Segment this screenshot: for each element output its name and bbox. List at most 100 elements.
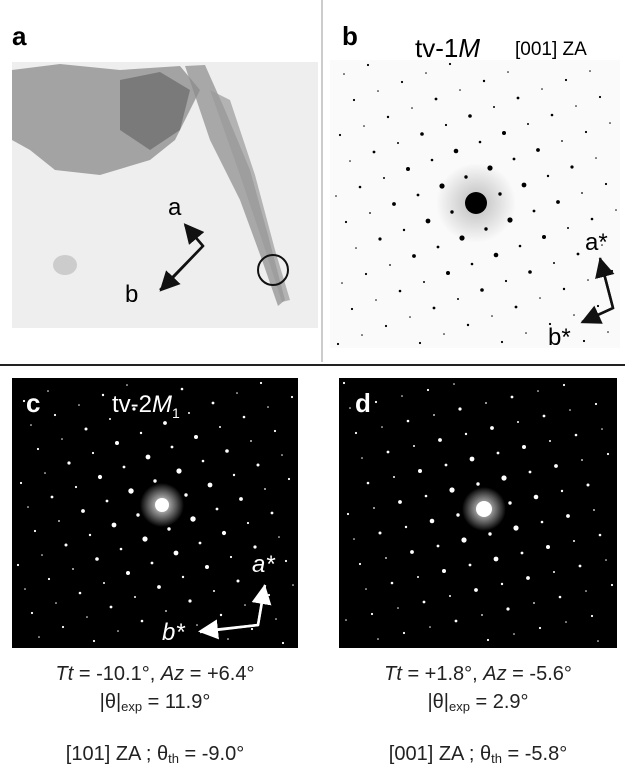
diffraction-spot (445, 124, 447, 126)
diffraction-spot (365, 588, 367, 590)
diffraction-spot (236, 392, 238, 394)
diffraction-spot (488, 532, 491, 535)
caption-part: = +6.4° (184, 663, 254, 685)
diffraction-spot (485, 402, 487, 404)
diffraction-spot (563, 384, 565, 386)
diffraction-spot (61, 438, 63, 440)
diffraction-spot (615, 209, 617, 211)
caption-line: |θ|exp = 11.9° (100, 691, 211, 714)
diffraction-spot (392, 202, 396, 206)
diffraction-spot (257, 464, 260, 467)
diffraction-spot (373, 507, 375, 509)
diffraction-spot (359, 563, 361, 565)
diffraction-spot (377, 90, 379, 92)
diffraction-spot (456, 513, 459, 516)
axis-label: b* (162, 619, 185, 646)
diffraction-spot (220, 614, 222, 616)
diffraction-spot (554, 464, 558, 468)
diffraction-spot (419, 342, 421, 344)
diffraction-spot (597, 305, 599, 307)
diffraction-spot (429, 626, 431, 628)
diffraction-spot (196, 624, 198, 626)
diffraction-spot (587, 484, 590, 487)
diffraction-spot (378, 237, 381, 240)
diffraction-spot (337, 343, 339, 345)
diffraction-spot (278, 536, 280, 538)
diffraction-spot (48, 578, 50, 580)
diffraction-spot (142, 536, 147, 541)
diffraction-spot (513, 633, 515, 635)
caption-sub: th (168, 751, 179, 766)
diffraction-spot (575, 434, 578, 437)
diffraction-spot (501, 341, 503, 343)
diffraction-spot (41, 554, 43, 556)
diffraction-spot (260, 382, 262, 384)
caption-line: [101] ZA ; θth = -9.0° (66, 743, 244, 766)
diffraction-spot (264, 488, 266, 490)
central-spot (465, 192, 487, 214)
caption-part: |θ| (100, 691, 122, 713)
diffraction-spot (609, 122, 611, 124)
diffraction-spot (607, 453, 609, 455)
axis-label: a* (585, 229, 608, 256)
diffraction-spot (268, 594, 270, 596)
diffraction-spot (67, 461, 70, 464)
diffraction-spot (233, 474, 235, 476)
diffraction-spot (556, 200, 560, 204)
panel-title: tv-2M1 (112, 391, 180, 421)
diffraction-spot (219, 426, 221, 428)
diffraction-spot (442, 569, 446, 573)
diffraction-spot (593, 509, 595, 511)
diffraction-spot (335, 195, 337, 197)
diffraction-spot (353, 538, 355, 540)
diffraction-spot (563, 288, 565, 290)
diffraction-spot (369, 212, 371, 214)
diffraction-spot (525, 332, 527, 334)
diffraction-spot (281, 454, 283, 456)
diffraction-spot (449, 595, 451, 597)
diffraction-spot (487, 639, 489, 641)
diffraction-spot (469, 564, 472, 567)
diffraction-spot (78, 404, 80, 406)
diffraction-spot (547, 175, 549, 177)
diffraction-spot (607, 331, 609, 333)
diffraction-spot (587, 279, 589, 281)
diffraction-spot (361, 334, 363, 336)
diffraction-spot (425, 72, 427, 74)
diffraction-spot (585, 131, 587, 133)
diffraction-spot (225, 449, 229, 453)
caption-part: [001] ZA ; θ (389, 743, 491, 765)
diffraction-spot (85, 428, 88, 431)
caption-line: Tt = -10.1°, Az = +6.4° (56, 663, 255, 685)
diffraction-spot (151, 562, 154, 565)
diffraction-spot (123, 466, 126, 469)
diffraction-spot (345, 619, 347, 621)
diffraction-spot (539, 297, 541, 299)
panel-label: d (355, 388, 371, 418)
central-spot (155, 498, 169, 512)
diffraction-spot (361, 457, 363, 459)
diffraction-spot (285, 560, 287, 562)
diffraction-spot (591, 615, 593, 617)
diffraction-spot (65, 544, 68, 547)
diffraction-spot (595, 403, 597, 405)
diffraction-spot (458, 407, 461, 410)
diffraction-spot (566, 514, 570, 518)
diffraction-spot (528, 270, 532, 274)
diffraction-spot (467, 324, 469, 326)
diffraction-spot (443, 333, 445, 335)
diffraction-spot (513, 525, 518, 530)
diffraction-spot (381, 426, 383, 428)
diffraction-spot (117, 630, 119, 632)
diffraction-spot (423, 601, 426, 604)
diffraction-spot (347, 513, 349, 515)
diffraction-spot (202, 460, 205, 463)
diffraction-spot (243, 416, 246, 419)
diffraction-spot (230, 556, 232, 558)
diffraction-spot (86, 616, 88, 618)
diffraction-spot (474, 588, 478, 592)
diffraction-spot (292, 584, 294, 586)
diffraction-spot (551, 114, 554, 117)
diffraction-spot (27, 506, 29, 508)
caption-sub: exp (121, 699, 142, 714)
